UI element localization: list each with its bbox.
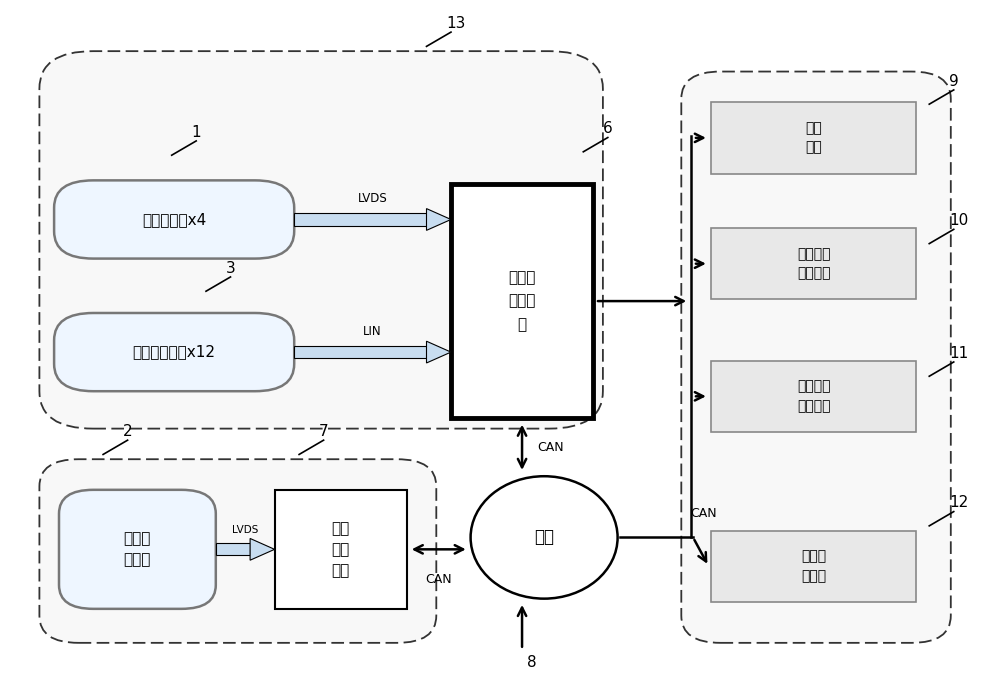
Bar — [294, 346, 426, 358]
FancyBboxPatch shape — [54, 180, 294, 259]
Bar — [711, 361, 916, 432]
Text: 流媒
体控
制器: 流媒 体控 制器 — [332, 520, 350, 578]
Bar — [711, 228, 916, 299]
Text: 10: 10 — [949, 213, 968, 228]
Text: 7: 7 — [319, 424, 328, 439]
Text: 9: 9 — [949, 74, 959, 89]
Text: CAN: CAN — [690, 507, 717, 520]
Text: 环视摄像头x4: 环视摄像头x4 — [142, 212, 206, 227]
Text: CAN: CAN — [425, 573, 452, 586]
Polygon shape — [426, 341, 451, 363]
FancyBboxPatch shape — [54, 313, 294, 391]
Text: 电喷
单元: 电喷 单元 — [805, 121, 822, 155]
Polygon shape — [426, 209, 451, 230]
Text: 网关: 网关 — [534, 528, 554, 546]
Text: 2: 2 — [123, 424, 132, 439]
Text: 人机交
互单元: 人机交 互单元 — [801, 550, 826, 583]
Bar — [294, 213, 426, 226]
Ellipse shape — [471, 476, 618, 599]
Text: 13: 13 — [446, 16, 465, 31]
FancyBboxPatch shape — [681, 71, 951, 643]
FancyBboxPatch shape — [39, 459, 436, 643]
Text: LVDS: LVDS — [358, 192, 387, 205]
Bar — [451, 184, 593, 418]
Text: 超声波传感器x12: 超声波传感器x12 — [133, 345, 216, 359]
Text: 电子车身
稳定单元: 电子车身 稳定单元 — [797, 247, 830, 280]
Bar — [216, 543, 250, 555]
Text: 11: 11 — [949, 346, 968, 361]
Text: CAN: CAN — [537, 441, 563, 454]
Text: LIN: LIN — [363, 325, 382, 338]
Polygon shape — [250, 539, 275, 560]
Text: 3: 3 — [226, 260, 235, 276]
Text: 电子助力
转向单元: 电子助力 转向单元 — [797, 380, 830, 413]
Bar — [711, 102, 916, 174]
Text: 6: 6 — [603, 121, 613, 136]
Text: 12: 12 — [949, 496, 968, 510]
Bar — [275, 490, 407, 609]
Text: 1: 1 — [191, 124, 201, 139]
Bar — [711, 531, 916, 602]
FancyBboxPatch shape — [59, 490, 216, 609]
Text: 8: 8 — [527, 655, 537, 670]
Text: 流媒体
摄像头: 流媒体 摄像头 — [124, 532, 151, 567]
Text: 自动泊
车控制
器: 自动泊 车控制 器 — [508, 270, 536, 332]
FancyBboxPatch shape — [39, 51, 603, 429]
Text: LVDS: LVDS — [232, 525, 258, 535]
